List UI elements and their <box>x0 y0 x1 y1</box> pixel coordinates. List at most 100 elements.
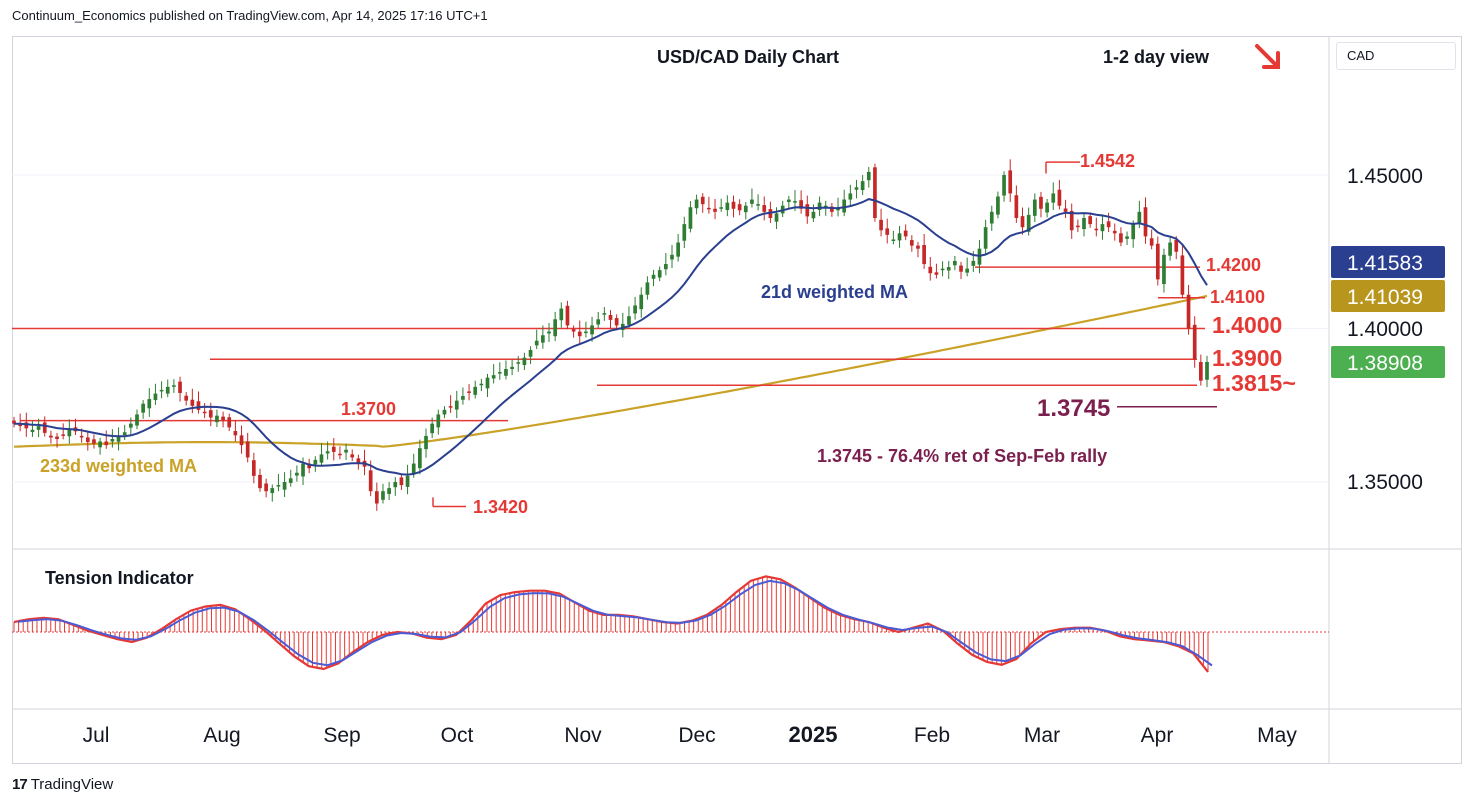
candle-body <box>743 205 748 213</box>
candle-body <box>1057 189 1062 206</box>
candle-body <box>602 313 607 315</box>
candle-body <box>793 201 797 203</box>
candle-body <box>1162 254 1166 284</box>
candle-body <box>633 305 637 314</box>
candle-body <box>866 171 871 181</box>
candle-body <box>750 199 754 204</box>
candle-body <box>301 463 305 477</box>
candle-body <box>1149 238 1154 246</box>
x-tick-label: Jul <box>83 724 110 747</box>
candle-body <box>190 399 195 406</box>
x-tick-label: Dec <box>678 724 715 747</box>
candle-body <box>1020 216 1025 228</box>
candle-body <box>504 369 508 376</box>
x-tick-label: Oct <box>441 724 474 747</box>
candle-body <box>1008 170 1013 194</box>
tradingview-logo[interactable]: 17 TradingView <box>12 776 113 793</box>
candle-body <box>541 335 545 343</box>
candle-body <box>61 434 66 436</box>
candle-body <box>128 423 133 428</box>
candle-body <box>473 386 478 395</box>
candle-body <box>577 331 582 337</box>
candle-body <box>805 204 810 217</box>
candle-body <box>811 211 816 219</box>
price-tag-box <box>1331 312 1445 344</box>
candle-body <box>1026 214 1031 232</box>
level-label: 1.4200 <box>1206 255 1261 275</box>
candle-body <box>159 389 164 392</box>
candle-body <box>1186 294 1191 329</box>
candle-body <box>1088 216 1093 225</box>
candle-body <box>147 399 152 409</box>
x-tick-label: 2025 <box>789 722 838 747</box>
candle-body <box>153 393 158 401</box>
candle-body <box>436 414 441 428</box>
ma233-line <box>13 294 1208 448</box>
candle-body <box>571 329 576 332</box>
candle-body <box>965 268 970 273</box>
candle-body <box>79 435 84 438</box>
candle-body <box>854 187 859 190</box>
candle-body <box>860 181 865 191</box>
candle-body <box>98 441 102 448</box>
candle-body <box>707 207 711 210</box>
candle-body <box>350 454 355 458</box>
candle-body <box>141 403 145 413</box>
candle-body <box>485 377 490 389</box>
candle-body <box>664 264 668 270</box>
candle-body <box>1125 236 1129 239</box>
price-tag-value: 1.41583 <box>1347 252 1423 275</box>
candle-body <box>1168 242 1172 256</box>
candle-body <box>848 193 853 200</box>
ma233-label: 233d weighted MA <box>40 456 197 476</box>
candle-body <box>49 435 53 438</box>
candle-body <box>688 207 693 229</box>
candle-body <box>276 485 281 487</box>
candle-body <box>657 270 662 278</box>
candle-body <box>116 435 121 442</box>
currency-label[interactable]: CAD <box>1336 42 1456 70</box>
down-arrow-icon <box>1255 44 1280 69</box>
candle-body <box>1002 175 1006 196</box>
candle-body <box>547 331 551 334</box>
candle-body <box>399 477 404 486</box>
candle-body <box>338 453 342 456</box>
candle-body <box>565 305 570 326</box>
candle-body <box>559 308 564 321</box>
candle-body <box>608 314 613 320</box>
candle-body <box>325 451 330 454</box>
candle-body <box>122 432 127 436</box>
candle-body <box>1045 202 1049 213</box>
tension-main-line <box>17 579 1213 667</box>
candle-body <box>799 200 803 209</box>
y-tick-label: 1.45000 <box>1347 165 1423 188</box>
x-tick-label: May <box>1257 724 1297 747</box>
candle-body <box>522 357 527 366</box>
time-axis: Jul Aug Sep Oct Nov Dec 2025 Feb Mar Apr May <box>83 722 1298 747</box>
candle-body <box>897 233 902 241</box>
candle-body <box>670 254 674 260</box>
candle-body <box>983 227 988 249</box>
candle-body <box>239 435 244 446</box>
candle-body <box>344 449 348 453</box>
candle-body <box>1137 211 1142 224</box>
level-label: 1.4100 <box>1210 287 1265 307</box>
candle-body <box>700 196 705 205</box>
candle-body <box>762 205 767 212</box>
price-tags: 1.45000 1.35000 1.41583 1.41039 1.40000 1.389… <box>1331 165 1445 494</box>
candle-body <box>774 213 779 222</box>
candle-body <box>12 420 16 424</box>
candle-body <box>1051 193 1056 203</box>
fib-annotation: 1.3745 - 76.4% ret of Sep-Feb rally <box>817 446 1107 466</box>
candle-body <box>221 416 225 420</box>
candle-body <box>645 282 650 295</box>
candle-body <box>553 319 557 337</box>
candle-body <box>934 272 939 275</box>
candle-body <box>55 436 59 440</box>
candle-body <box>879 219 883 231</box>
candle-body <box>830 206 834 212</box>
candle-body <box>676 242 680 257</box>
candle-body <box>651 274 656 279</box>
candle-body <box>786 199 791 203</box>
